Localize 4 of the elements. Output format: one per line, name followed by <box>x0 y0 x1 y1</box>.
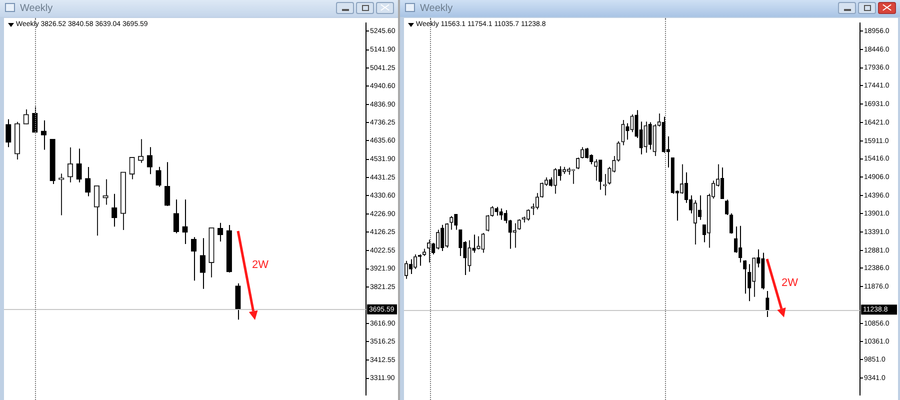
annotation: 2W <box>252 259 270 271</box>
chart-title: Weekly <box>20 3 53 14</box>
annotation: 2W <box>781 276 799 289</box>
chart-title: Weekly <box>420 3 453 14</box>
